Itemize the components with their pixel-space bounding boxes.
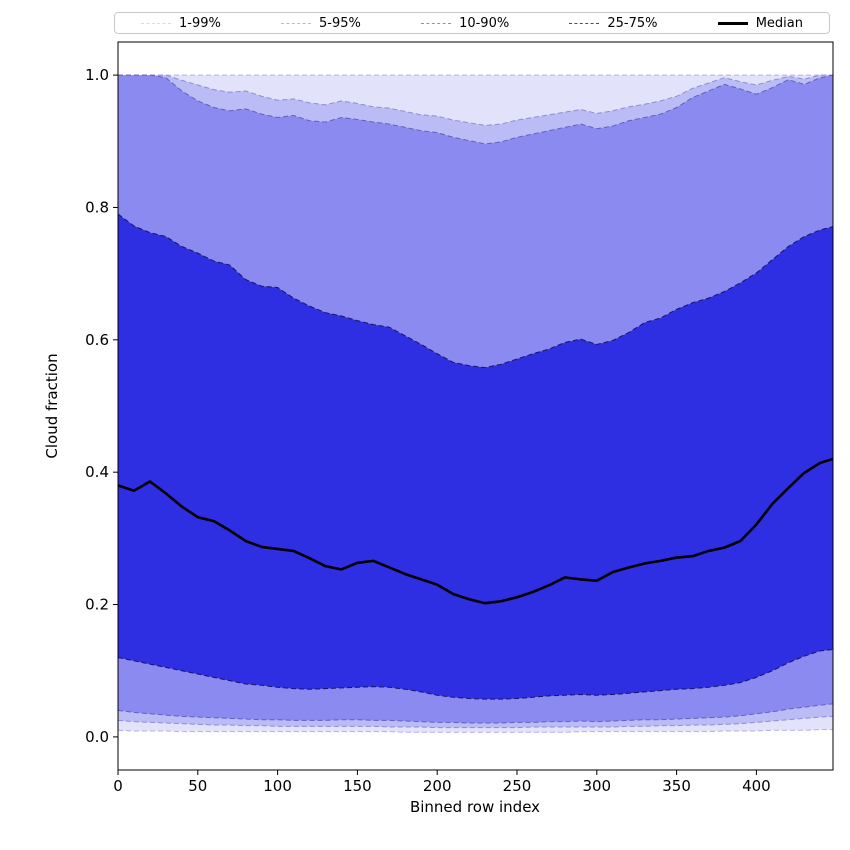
legend-label: 10-90%: [459, 15, 510, 31]
band-line-sample-icon: [281, 22, 312, 24]
band-25-75%: [118, 214, 833, 700]
legend-label: 25-75%: [607, 15, 658, 31]
x-tick-label: 400: [742, 777, 771, 795]
percentile-line-p10: [117, 703, 834, 724]
band-line-sample-icon: [421, 22, 452, 24]
legend-label: Median: [755, 15, 803, 31]
band-line-sample-icon: [569, 22, 600, 24]
x-tick-label: 0: [113, 777, 123, 795]
plot-border: [117, 41, 834, 771]
median-line: [117, 457, 834, 605]
x-tick-label: 150: [343, 777, 372, 795]
percentile-line-p25: [117, 649, 834, 700]
lines-layer: [117, 74, 834, 733]
percentile-line-p90: [118, 74, 834, 145]
x-tick-label: 100: [263, 777, 292, 795]
y-tick-label: 0.2: [85, 596, 109, 614]
legend-item-Median: Median: [717, 15, 803, 31]
legend-label: 5-95%: [319, 15, 361, 31]
x-tick-label: 250: [503, 777, 532, 795]
legend-item-10-90%: 10-90%: [421, 16, 509, 31]
y-axis-label: Cloud fraction: [43, 353, 61, 458]
band-line-sample-icon: [141, 22, 171, 24]
x-tick-label: 350: [662, 777, 691, 795]
legend-item-5-95%: 5-95%: [281, 16, 361, 31]
x-tick-label: 50: [188, 777, 207, 795]
y-tick-label: 0.8: [85, 198, 109, 216]
percentile-line-p95: [118, 74, 833, 126]
axes-layer: 0 50 100 150 200 250 300 350 400 0.0 0.2 0.4 0.6 0.8 1…: [85, 41, 834, 795]
bands-layer: [118, 75, 833, 733]
percentile-line-p75: [117, 213, 834, 369]
y-tick-label: 0.6: [85, 331, 109, 349]
x-tick-label: 300: [582, 777, 611, 795]
median-line-sample-icon: [717, 21, 748, 25]
legend: 1-99% 5-95% 10-90% 25-75% Median: [114, 12, 830, 34]
y-tick-label: 0.0: [85, 728, 109, 746]
y-tick-label: 0.4: [85, 463, 109, 481]
legend-label: 1-99%: [179, 15, 221, 31]
x-axis-label: Binned row index: [410, 798, 540, 816]
legend-item-25-75%: 25-75%: [569, 15, 658, 31]
x-tick-label: 200: [423, 777, 452, 795]
legend-item-1-99%: 1-99%: [141, 16, 221, 31]
y-tick-label: 1.0: [85, 66, 109, 84]
